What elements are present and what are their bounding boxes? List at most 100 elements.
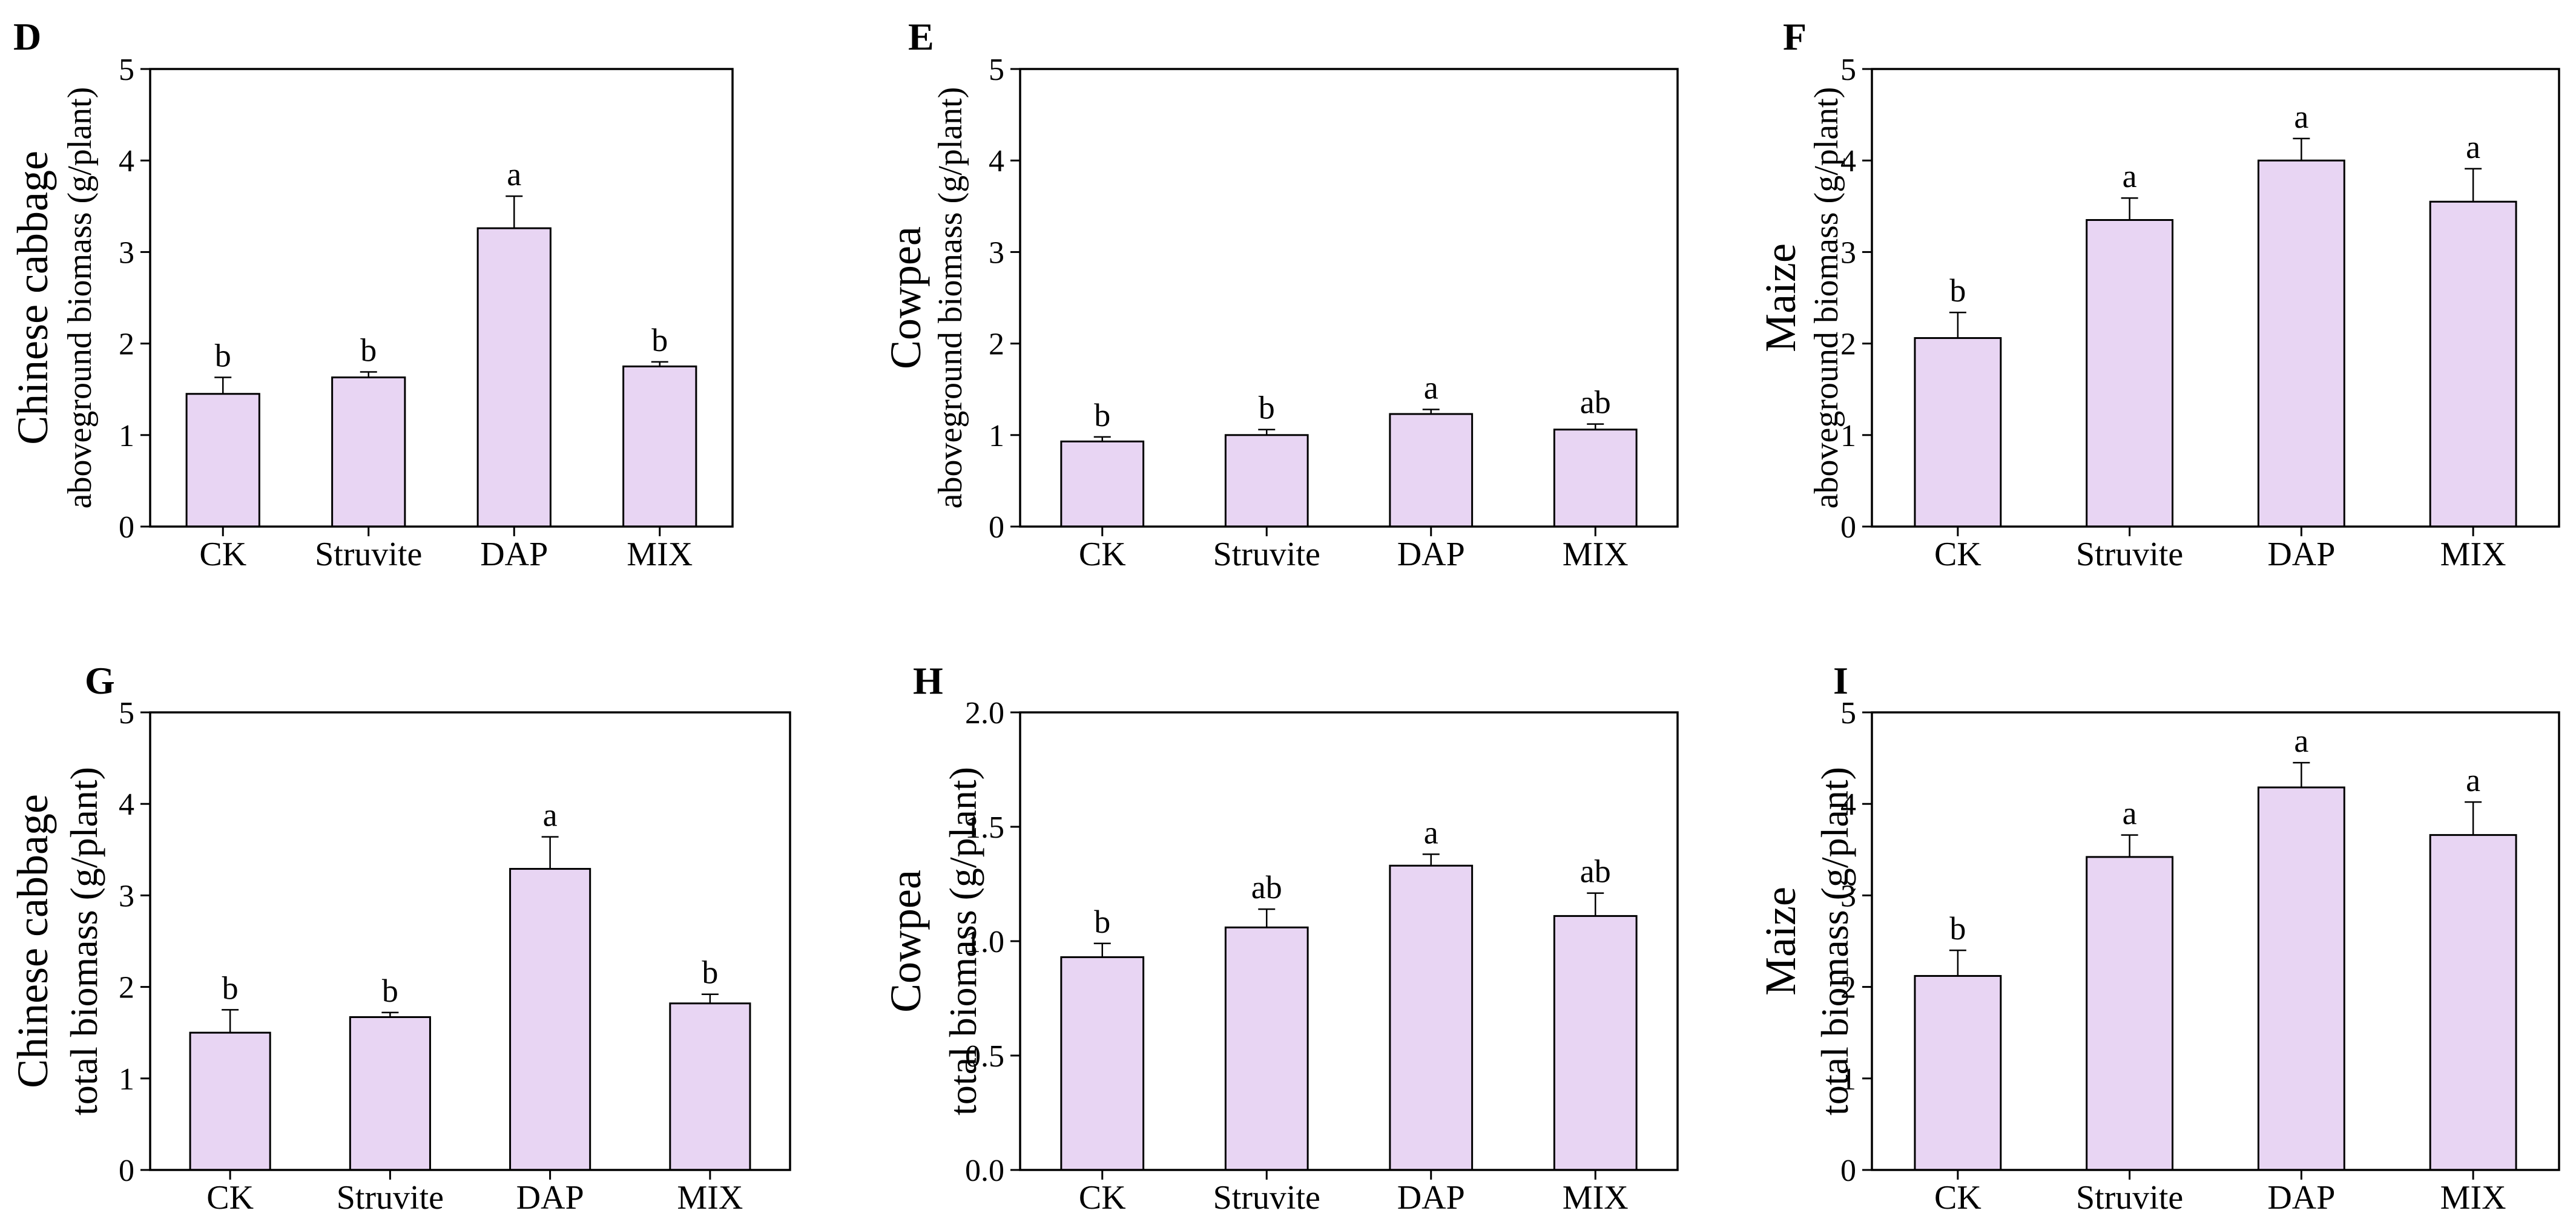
bar-d-dap bbox=[476, 227, 552, 528]
significance-g-struvite: b bbox=[382, 973, 398, 1009]
significance-e-mix: ab bbox=[1580, 384, 1611, 421]
significance-h-dap: a bbox=[1424, 814, 1438, 850]
y-tick-label-f-4: 4 bbox=[1840, 144, 1856, 179]
y-tick-label-f-2: 2 bbox=[1840, 327, 1856, 362]
bar-i-struvite bbox=[2086, 856, 2174, 1171]
y-tick-label-d-2: 2 bbox=[119, 327, 134, 362]
significance-d-ck: b bbox=[215, 338, 231, 374]
bar-e-struvite bbox=[1224, 434, 1309, 528]
panel-letter-e: E bbox=[908, 15, 934, 58]
bar-g-struvite bbox=[349, 1016, 431, 1171]
y-tick-label-e-0: 0 bbox=[989, 510, 1004, 545]
y-tick-label-d-1: 1 bbox=[119, 419, 134, 453]
x-tick-label-e-ck: CK bbox=[1079, 536, 1126, 573]
y-axis-label-i: total biomass (g/plant) bbox=[1813, 767, 1856, 1115]
plot-frame-f bbox=[1871, 68, 2560, 528]
panel-letter-g: G bbox=[85, 659, 115, 702]
x-tick-label-f-mix: MIX bbox=[2440, 536, 2506, 573]
y-axis-title-h: Cowpea bbox=[881, 870, 930, 1013]
x-tick-label-g-mix: MIX bbox=[677, 1179, 743, 1217]
y-tick-label-d-5: 5 bbox=[119, 53, 134, 87]
significance-h-mix: ab bbox=[1580, 853, 1611, 890]
bar-d-ck bbox=[185, 393, 260, 528]
bar-d-mix bbox=[622, 365, 697, 528]
x-tick-label-h-mix: MIX bbox=[1563, 1179, 1629, 1217]
plot-frame-i bbox=[1871, 711, 2560, 1171]
significance-f-mix: a bbox=[2466, 129, 2480, 165]
x-tick-label-e-dap: DAP bbox=[1397, 536, 1465, 573]
bar-g-dap bbox=[509, 868, 591, 1171]
x-tick-label-i-ck: CK bbox=[1934, 1179, 1981, 1217]
x-tick-label-d-ck: CK bbox=[199, 536, 246, 573]
x-tick-label-h-ck: CK bbox=[1079, 1179, 1126, 1217]
x-tick-label-d-dap: DAP bbox=[480, 536, 548, 573]
bar-e-ck bbox=[1060, 440, 1145, 528]
x-tick-label-h-struvite: Struvite bbox=[1213, 1179, 1320, 1217]
bar-f-struvite bbox=[2086, 218, 2174, 528]
y-tick-label-i-3: 3 bbox=[1840, 879, 1856, 913]
plot-frame-d bbox=[149, 68, 734, 528]
bar-i-ck bbox=[1914, 974, 2002, 1171]
y-tick-label-e-3: 3 bbox=[989, 235, 1004, 270]
significance-f-ck: b bbox=[1949, 272, 1966, 309]
bar-e-dap bbox=[1389, 413, 1474, 528]
significance-h-ck: b bbox=[1094, 904, 1110, 940]
y-tick-label-i-0: 0 bbox=[1840, 1154, 1856, 1188]
x-tick-label-d-mix: MIX bbox=[627, 536, 693, 573]
x-tick-label-i-dap: DAP bbox=[2267, 1179, 2335, 1217]
y-tick-label-f-3: 3 bbox=[1840, 235, 1856, 270]
significance-e-dap: a bbox=[1424, 369, 1438, 406]
bar-g-ck bbox=[189, 1031, 271, 1171]
significance-i-ck: b bbox=[1949, 910, 1966, 947]
significance-i-mix: a bbox=[2466, 762, 2480, 798]
y-tick-label-e-1: 1 bbox=[989, 419, 1004, 453]
y-tick-label-i-5: 5 bbox=[1840, 696, 1856, 731]
y-tick-label-i-4: 4 bbox=[1840, 787, 1856, 822]
y-axis-title-e: Cowpea bbox=[881, 226, 930, 369]
panel-letter-h: H bbox=[913, 659, 943, 702]
x-tick-label-g-dap: DAP bbox=[516, 1179, 584, 1217]
bar-i-dap bbox=[2257, 786, 2345, 1171]
bar-g-mix bbox=[669, 1002, 751, 1171]
bar-h-struvite bbox=[1224, 926, 1309, 1171]
significance-h-struvite: ab bbox=[1251, 869, 1282, 905]
bar-e-mix bbox=[1553, 429, 1638, 528]
y-tick-label-d-0: 0 bbox=[119, 510, 134, 545]
significance-e-ck: b bbox=[1094, 397, 1110, 433]
significance-g-ck: b bbox=[222, 970, 239, 1006]
y-tick-label-f-1: 1 bbox=[1840, 419, 1856, 453]
x-tick-label-g-struvite: Struvite bbox=[337, 1179, 444, 1217]
panel-letter-f: F bbox=[1783, 15, 1807, 58]
y-tick-label-g-4: 4 bbox=[119, 787, 134, 822]
x-tick-label-e-struvite: Struvite bbox=[1213, 536, 1320, 573]
bar-f-mix bbox=[2429, 200, 2517, 528]
x-tick-label-f-ck: CK bbox=[1934, 536, 1981, 573]
bar-d-struvite bbox=[331, 376, 406, 528]
y-tick-label-g-3: 3 bbox=[119, 879, 134, 913]
y-axis-title-i: Maize bbox=[1756, 887, 1805, 996]
panel-letter-d: D bbox=[13, 15, 41, 58]
y-tick-label-i-2: 2 bbox=[1840, 971, 1856, 1005]
bar-h-mix bbox=[1553, 915, 1638, 1171]
x-tick-label-f-struvite: Struvite bbox=[2076, 536, 2183, 573]
y-tick-label-g-0: 0 bbox=[119, 1154, 134, 1188]
x-tick-label-i-struvite: Struvite bbox=[2076, 1179, 2183, 1217]
x-tick-label-d-struvite: Struvite bbox=[315, 536, 422, 573]
y-tick-label-d-3: 3 bbox=[119, 235, 134, 270]
significance-g-mix: b bbox=[702, 954, 718, 991]
plot-frame-g bbox=[149, 711, 791, 1171]
significance-d-dap: a bbox=[507, 156, 521, 192]
x-tick-label-e-mix: MIX bbox=[1563, 536, 1629, 573]
plot-frame-h bbox=[1019, 711, 1679, 1171]
significance-i-struvite: a bbox=[2123, 795, 2137, 832]
y-tick-label-d-4: 4 bbox=[119, 144, 134, 179]
y-axis-label-h: total biomass (g/plant) bbox=[941, 767, 984, 1115]
x-tick-label-h-dap: DAP bbox=[1397, 1179, 1465, 1217]
y-axis-title-d: Chinese cabbage bbox=[8, 151, 57, 445]
significance-f-dap: a bbox=[2294, 99, 2308, 135]
y-axis-label-d: aboveground biomass (g/plant) bbox=[61, 87, 99, 509]
y-tick-label-f-5: 5 bbox=[1840, 53, 1856, 87]
significance-d-mix: b bbox=[651, 322, 668, 358]
bar-i-mix bbox=[2429, 834, 2517, 1171]
